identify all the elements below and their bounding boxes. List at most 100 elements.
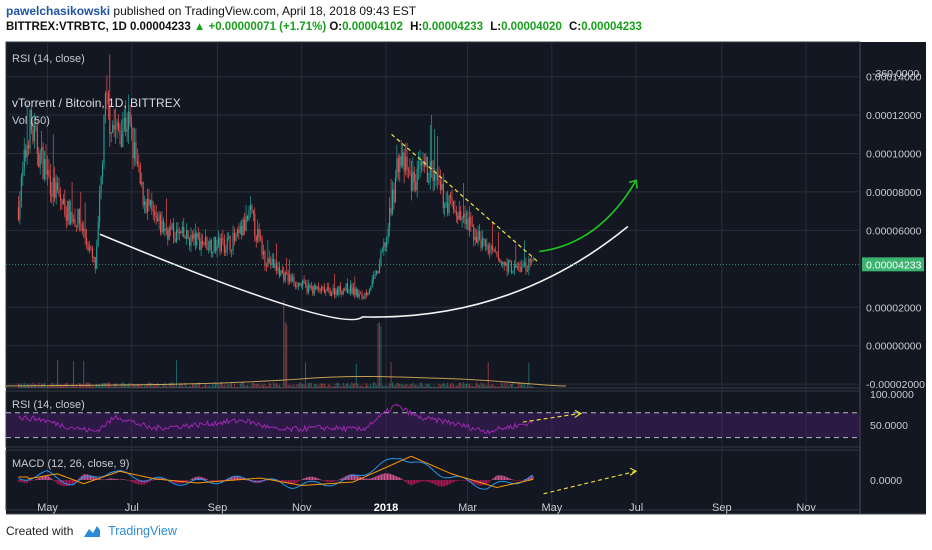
candle-body — [229, 236, 231, 250]
candle-body — [316, 286, 318, 290]
downtrend-line — [391, 133, 540, 264]
y-tick-label: 0.00010000 — [866, 148, 922, 160]
macd-hist-bar — [434, 480, 437, 485]
macd-hist-bar — [193, 477, 195, 480]
macd-hist-bar — [347, 474, 350, 480]
volume-bar — [367, 385, 369, 388]
volume-bar — [429, 385, 431, 388]
macd-hist-bar — [118, 479, 120, 480]
candle-body — [473, 226, 475, 240]
volume-bar — [136, 383, 138, 388]
candle-body — [500, 262, 502, 264]
volume-bar — [46, 386, 48, 388]
candle-body — [370, 287, 372, 291]
macd-hist-bar — [527, 477, 530, 480]
candle-body — [465, 219, 468, 224]
macd-hist-bar — [352, 474, 354, 480]
volume-bar — [239, 383, 241, 388]
y-tick-label: 0.00012000 — [866, 110, 922, 122]
macd-hist-bar — [506, 477, 509, 480]
macd-hist-bar — [185, 480, 188, 482]
tradingview-brand[interactable]: TradingView — [108, 524, 177, 538]
candle-body — [296, 286, 298, 287]
candle-body — [101, 163, 104, 177]
volume-bar — [454, 386, 456, 388]
candle-body — [402, 152, 404, 166]
candle-body — [49, 175, 51, 195]
candle-body — [387, 228, 389, 238]
macd-hist-bar — [136, 480, 138, 484]
macd-hist-bar — [337, 479, 339, 481]
candle-body — [183, 226, 185, 237]
candle-body — [67, 200, 69, 221]
x-tick-label: Mar — [458, 502, 477, 514]
volume-bar — [463, 382, 465, 388]
volume-bar — [451, 382, 453, 388]
macd-hist-bar — [436, 480, 438, 486]
macd-hist-bar — [178, 480, 180, 484]
macd-hist-bar — [293, 480, 296, 484]
volume-bar — [200, 386, 202, 388]
candle-body — [452, 201, 454, 210]
candle-body — [416, 168, 418, 191]
volume-bar — [297, 384, 299, 388]
chart-area[interactable]: May Jul Sep Nov 2018 Mar May Jul Sep Nov 0.0001400… — [0, 40, 932, 518]
volume-bar — [23, 382, 25, 388]
volume-bar — [70, 385, 72, 388]
volume-bar — [228, 385, 230, 388]
author-name[interactable]: pawelchasikowski — [6, 4, 111, 18]
volume-bar — [83, 360, 85, 388]
candle-body — [513, 264, 515, 272]
volume-bar — [323, 383, 325, 388]
macd-hist-bar — [422, 480, 425, 482]
macd-hist-bar — [230, 477, 233, 480]
volume-bar — [358, 386, 360, 388]
volume-bar — [277, 384, 279, 388]
macd-hist-bar — [133, 480, 135, 483]
candle-body — [91, 247, 93, 257]
volume-bar — [97, 385, 99, 388]
volume-bar — [393, 385, 395, 388]
candle-body — [431, 160, 433, 168]
volume-bar — [270, 383, 272, 388]
candle-body — [223, 239, 225, 253]
candle-body — [174, 238, 176, 243]
volume-bar — [364, 386, 366, 388]
volume-bar — [376, 385, 378, 388]
macd-hist-bar — [371, 477, 374, 480]
candle-body — [486, 245, 488, 247]
macd-hist-bar — [25, 480, 27, 483]
candle-body — [377, 271, 379, 273]
volume-bar — [428, 383, 430, 388]
candle-body — [275, 263, 278, 272]
symbol-label: BITTREX:VTRBTC, 1D — [6, 21, 127, 33]
candle-body — [43, 159, 46, 180]
candle-body — [420, 161, 423, 165]
volume-bar — [204, 384, 206, 388]
macd-hist-bar — [70, 480, 72, 486]
macd-hist-bar — [358, 476, 360, 480]
macd-tick-label: 0.0000 — [870, 475, 902, 487]
macd-hist-bar — [191, 478, 194, 480]
macd-hist-bar — [401, 479, 404, 480]
candle-body — [242, 219, 244, 236]
volume-bar — [139, 385, 141, 388]
volume-bar — [249, 386, 251, 388]
macd-hist-bar — [430, 480, 432, 483]
candle-body — [283, 273, 285, 281]
candle-body — [61, 200, 63, 205]
candle-body — [349, 284, 352, 293]
candle-body — [30, 110, 33, 131]
volume-bar — [441, 384, 443, 388]
macd-hist-bar — [466, 480, 468, 481]
candle-body — [426, 156, 428, 183]
candle-body — [439, 181, 441, 190]
volume-bar — [528, 362, 530, 388]
candle-body — [432, 167, 434, 181]
candle-body — [188, 238, 191, 247]
volume-bar — [296, 384, 298, 388]
volume-bar — [445, 385, 447, 388]
volume-bar — [405, 384, 407, 388]
macd-hist-bar — [394, 475, 396, 480]
macd-hist-bar — [350, 474, 353, 480]
